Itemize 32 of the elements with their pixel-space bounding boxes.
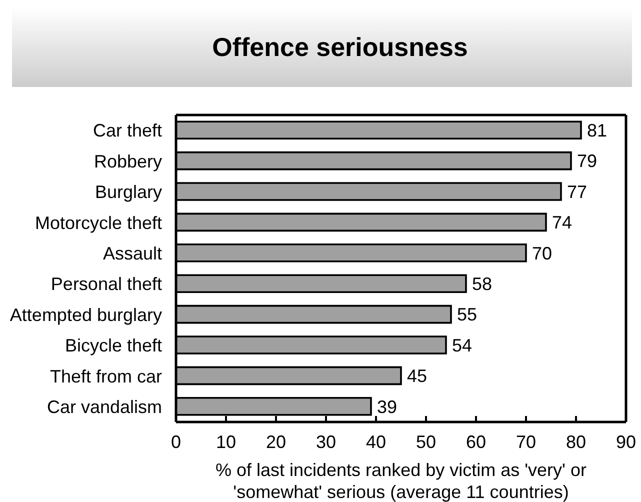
chart-title: Offence seriousness xyxy=(212,32,468,62)
x-tick-label: 0 xyxy=(170,432,182,452)
y-tick-label: Personal theft xyxy=(50,274,162,294)
data-label: 45 xyxy=(407,366,428,386)
data-label: 81 xyxy=(587,120,608,140)
y-tick-label: Car vandalism xyxy=(46,397,162,418)
x-axis-title: % of last incidents ranked by victim as 'very' or 'somewhat' serious (average 11 countries) xyxy=(214,459,588,502)
x-tick-label: 80 xyxy=(566,432,586,452)
x-tick-label: 60 xyxy=(466,432,486,452)
y-tick-label: Burglary xyxy=(94,182,162,202)
data-label: 58 xyxy=(472,274,492,294)
data-label: 39 xyxy=(377,396,398,417)
x-tick-label: 70 xyxy=(516,432,536,452)
x-tick-label: 50 xyxy=(416,432,436,452)
y-tick-label: Robbery xyxy=(94,151,162,172)
y-tick-label: Assault xyxy=(102,244,162,264)
data-label: 79 xyxy=(577,151,598,172)
y-tick-label: Motorcycle theft xyxy=(34,212,162,233)
x-tick-label: 90 xyxy=(616,432,636,452)
y-tick-label: Car theft xyxy=(92,120,162,141)
y-tick-label: Bicycle theft xyxy=(64,336,162,356)
data-label: 77 xyxy=(567,182,588,202)
x-tick-label: 30 xyxy=(316,432,336,452)
data-label: 54 xyxy=(452,335,472,356)
data-label: 55 xyxy=(457,304,478,325)
data-label: 74 xyxy=(552,212,572,233)
y-tick-label: Theft from car xyxy=(50,366,162,386)
x-tick-label: 20 xyxy=(266,432,286,452)
data-label: 70 xyxy=(532,243,552,264)
x-tick-label: 40 xyxy=(366,432,386,452)
x-tick-label: 10 xyxy=(216,432,236,452)
y-tick-label: Attempted burglary xyxy=(10,304,162,325)
